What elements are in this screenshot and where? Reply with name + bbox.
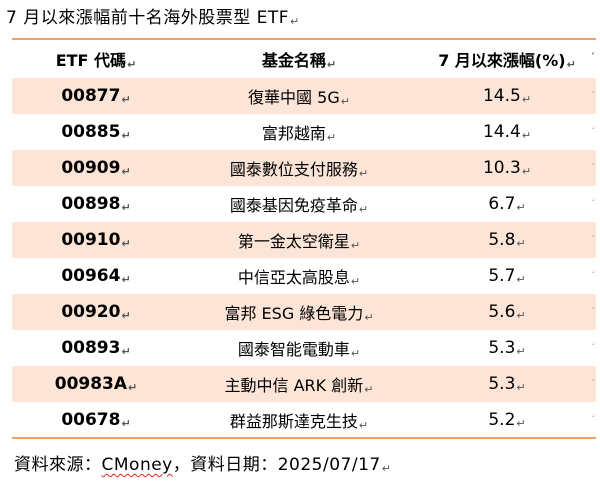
table-row: 00910↵ 第一金太空衛星↵ 5.8↵ · [12,222,596,258]
change-cell: 5.3↵ · [488,338,596,358]
table-row: 00983A↵ 主動中信 ARK 創新↵ 5.3↵ · [12,366,596,402]
fund-name-cell: 復華中國 5G↵ [248,88,350,108]
fund-name-cell: 國泰智能電動車↵ [237,340,361,360]
etf-code-cell: 00877↵ [61,86,131,106]
table-row: 00885↵ 富邦越南↵ 14.4↵ · [12,114,596,150]
fund-name-cell: 群益那斯達克生技↵ [229,411,369,432]
fund-name-cell: 第一金太空衛星↵ [237,232,361,252]
change-cell: 5.7↵ · [488,266,596,286]
change-cell: 14.5↵ · [482,86,596,106]
etf-code-cell: 00983A↵ [54,374,138,394]
cell-end-mark-icon: · [591,86,596,99]
table-row: 00893↵ 國泰智能電動車↵ 5.3↵ · [12,330,596,366]
etf-code-cell: 00885↵ [61,122,131,142]
cell-end-mark-icon: · [591,338,596,351]
table-caption: 7 月以來漲幅前十名海外股票型 ETF↵ [6,6,300,34]
etf-code-cell: 00964↵ [61,266,131,286]
paragraph-mark-icon: ↵ [290,15,300,28]
cell-end-mark-icon: · [591,302,596,315]
etf-code-cell: 00893↵ [61,338,131,358]
fund-name-cell: 富邦越南↵ [261,124,337,144]
table-row: 00678↵ 群益那斯達克生技↵ 5.2↵ · [12,402,596,438]
caption-text: 7 月以來漲幅前十名海外股票型 ETF [6,8,290,28]
table-row: 00909↵ 國泰數位支付服務↵ 10.3↵ · [12,150,596,186]
change-cell: 5.3↵ · [488,374,596,394]
header-etf-code: ETF 代碼↵ [55,51,137,71]
header-fund-name: 基金名稱↵ [261,51,337,71]
etf-code-cell: 00909↵ [61,158,131,178]
paragraph-mark-icon: ↵ [381,462,392,475]
table-row: 00877↵ 復華中國 5G↵ 14.5↵ · [12,78,596,114]
table-header-row: ETF 代碼↵ 基金名稱↵ 7 月以來漲幅(%)↵ · [12,39,596,78]
etf-code-cell: 00910↵ [61,230,131,250]
source-prefix: 資料來源： [14,455,102,475]
cell-end-mark-icon: · [591,266,596,279]
source-date: ，資料日期：2025/07/17 [172,455,381,475]
etf-table: ETF 代碼↵ 基金名稱↵ 7 月以來漲幅(%)↵ · 00877↵ 復華中國 5… [12,38,596,439]
source-name: CMoney [101,455,173,475]
change-cell: 6.7↵ · [488,194,596,214]
cell-end-mark-icon: · [591,122,596,135]
fund-name-cell: 國泰數位支付服務↵ [229,160,369,180]
source-note: 資料來源：CMoney，資料日期：2025/07/17↵ [14,453,391,481]
cell-end-mark-icon: · [590,47,595,60]
change-cell: 5.2↵ · [488,409,596,430]
change-cell: 5.8↵ · [488,230,596,250]
table-row: 00898↵ 國泰基因免疫革命↵ 6.7↵ · [12,186,596,222]
change-cell: 10.3↵ · [482,158,596,178]
header-change-since-july: 7 月以來漲幅(%)↵ · [438,47,595,71]
etf-code-cell: 00678↵ [61,409,131,430]
etf-code-cell: 00920↵ [61,302,131,322]
cell-end-mark-icon: · [591,230,596,243]
cell-end-mark-icon: · [591,409,596,423]
fund-name-cell: 富邦 ESG 綠色電力↵ [224,304,374,324]
cell-end-mark-icon: · [591,194,596,207]
change-cell: 14.4↵ · [482,122,596,142]
cell-end-mark-icon: · [591,374,596,387]
fund-name-cell: 主動中信 ARK 創新↵ [224,376,374,396]
fund-name-cell: 國泰基因免疫革命↵ [229,196,369,216]
table-row: 00964↵ 中信亞太高股息↵ 5.7↵ · [12,258,596,294]
cell-end-mark-icon: · [591,158,596,171]
fund-name-cell: 中信亞太高股息↵ [237,268,361,288]
table-row: 00920↵ 富邦 ESG 綠色電力↵ 5.6↵ · [12,294,596,330]
etf-code-cell: 00898↵ [61,194,131,214]
change-cell: 5.6↵ · [488,302,596,322]
